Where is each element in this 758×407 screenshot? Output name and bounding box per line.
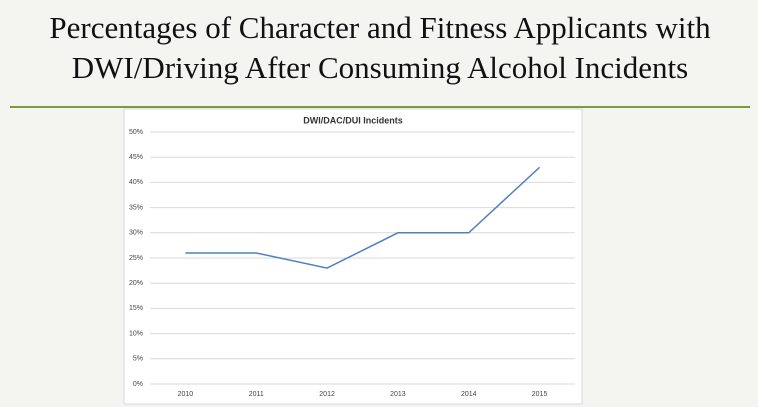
- y-tick-label: 45%: [129, 154, 143, 161]
- y-tick-label: 0%: [133, 381, 143, 388]
- y-tick-label: 35%: [129, 204, 143, 211]
- y-tick-label: 40%: [129, 179, 143, 186]
- y-tick-label: 50%: [129, 129, 143, 136]
- x-tick-label: 2013: [390, 391, 406, 398]
- y-tick-label: 20%: [129, 280, 143, 287]
- slide-title: Percentages of Character and Fitness App…: [49, 10, 711, 45]
- y-tick-label: 30%: [129, 230, 143, 237]
- x-tick-label: 2015: [532, 391, 548, 398]
- x-tick-label: 2010: [178, 391, 194, 398]
- y-tick-label: 15%: [129, 305, 143, 312]
- y-tick-label: 5%: [133, 356, 143, 363]
- y-tick-label: 10%: [129, 330, 143, 337]
- data-line: [185, 166, 541, 269]
- chart-title: DWI/DAC/DUI Incidents: [303, 115, 403, 125]
- x-tick-label: 2012: [319, 391, 335, 398]
- y-tick-label: 25%: [129, 255, 143, 262]
- x-tick-label: 2014: [461, 391, 477, 398]
- x-tick-label: 2011: [249, 391, 264, 398]
- chart-area: [123, 108, 583, 405]
- slide-title: DWI/Driving After Consuming Alcohol Inci…: [72, 50, 688, 85]
